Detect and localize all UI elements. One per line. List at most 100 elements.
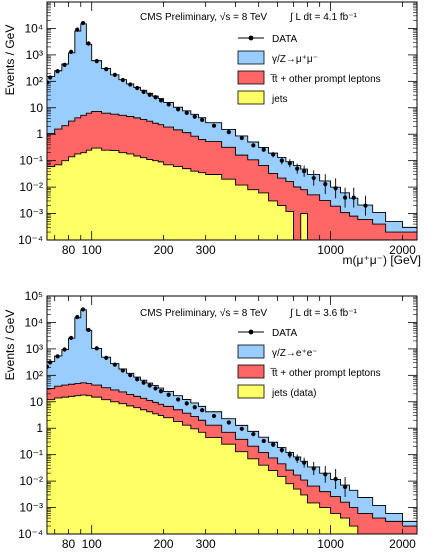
panel-dimuon-y-tick-label: 1 <box>36 127 43 141</box>
panel-dimuon-data-point <box>279 158 284 163</box>
panel-dimuon-x-tick-label: 100 <box>82 243 102 257</box>
panel-dimuon-data-point <box>147 92 152 97</box>
panel-dimuon-data-point <box>311 175 316 181</box>
panel-dielectron-data-point <box>86 327 91 333</box>
panel-dimuon-data-point <box>239 135 244 141</box>
panel-dielectron-data-point <box>323 472 328 477</box>
panel-dielectron-histogram-jets-data <box>47 394 417 534</box>
panel-dielectron-histograms <box>47 307 417 534</box>
panel-dimuon-y-tick-label: 10² <box>26 74 43 88</box>
panel-dimuon-y-tick-label: 10⁻³ <box>19 207 43 221</box>
panel-dimuon-data-point <box>120 77 125 83</box>
panel-dielectron-data-point <box>147 383 152 388</box>
panel-dimuon-histogram-jets <box>47 147 417 240</box>
panel-dielectron-data-point <box>47 364 50 369</box>
panel-dielectron-y-tick-label: 10⁻¹ <box>19 448 43 462</box>
panel-dimuon-data-point <box>55 69 60 74</box>
panel-dielectron-data-point <box>104 355 109 360</box>
panel-dielectron-data-point <box>211 413 217 419</box>
panel-dielectron: 80 100 200 300 1000 2000 10⁵ 10⁴ 10³ 10² 10 1 10⁻¹ 10… <box>3 289 418 551</box>
legend-label: DATA <box>272 328 298 339</box>
panel-dimuon-data-point <box>226 130 231 135</box>
panel-dielectron-data-point <box>94 346 99 351</box>
panel-dimuon-legend: DATA γ/Z→μ⁺μ⁻ t̅t + other prompt leptons je… <box>237 34 381 105</box>
panel-dielectron-lumi: ∫ L dt = 3.6 fb⁻¹ <box>289 308 358 319</box>
legend-label: t̅t + other prompt leptons <box>270 367 380 379</box>
panel-dielectron-y-tick-label: 1 <box>36 421 43 435</box>
panel-dimuon-data-point <box>363 203 368 208</box>
panel-dielectron-data-point <box>239 426 244 431</box>
panel-dimuon-data-point <box>128 82 133 87</box>
panel-dielectron-data-point <box>279 447 284 453</box>
panel-dimuon-y-tick-label: 10⁻² <box>19 180 43 194</box>
panel-dimuon-y-tick-label: 10⁻¹ <box>19 154 43 168</box>
panel-dimuon-data-point <box>135 85 140 91</box>
panel-dimuon-data-point <box>48 75 53 80</box>
panel-dielectron-plot-area <box>47 307 417 534</box>
panel-dimuon-x-tick-label: 80 <box>62 243 76 257</box>
panel-dimuon-x-tick-label: 1000 <box>317 243 344 257</box>
legend-data-marker <box>248 35 254 41</box>
panel-dielectron-data-point <box>287 452 292 457</box>
panel-dielectron-data-point <box>120 368 125 373</box>
legend-label: DATA <box>272 34 298 45</box>
panel-dimuon-y-tick-label: 10 <box>30 101 44 115</box>
panel-dimuon-data-point <box>342 195 348 200</box>
legend-data-marker <box>248 329 254 335</box>
legend-label: t̅t + other prompt leptons <box>270 73 380 85</box>
panel-dimuon-histograms <box>47 20 417 240</box>
panel-dimuon-data-point <box>94 59 99 64</box>
panel-dimuon-data-point <box>271 152 276 157</box>
panel-dielectron-data-point <box>128 373 133 378</box>
panel-dimuon-data-point <box>211 123 217 128</box>
panel-dielectron-data-point <box>55 354 60 359</box>
panel-dielectron-x-tick-label: 300 <box>196 537 216 549</box>
panel-dielectron-data-point <box>48 360 53 365</box>
panel-dimuon: 80 100 200 300 1000 2000 10⁴ 10³ 10² 10 1 10⁻¹ 10⁻² 1… <box>3 1 422 267</box>
panel-dielectron-data-point <box>271 442 276 447</box>
panel-dielectron-data-point <box>251 431 256 437</box>
legend-swatch <box>237 384 265 399</box>
panel-dielectron-data-point <box>158 389 164 394</box>
panel-dimuon-data-point <box>153 95 158 100</box>
panel-dielectron-data-point <box>184 401 189 406</box>
panel-dimuon-data-point <box>302 169 307 174</box>
panel-dimuon-data-point <box>112 72 117 78</box>
panel-dimuon-x-tick-label: 200 <box>154 243 174 257</box>
panel-dielectron-y-tick-label: 10² <box>26 368 43 382</box>
panel-dielectron-axes: 80 100 200 300 1000 2000 10⁵ 10⁴ 10³ 10² 10 1 10⁻¹ 10… <box>18 289 417 551</box>
panel-dielectron-x-tick-label: 100 <box>82 537 102 549</box>
panel-dielectron-data-point <box>166 392 171 397</box>
panel-dimuon-data-point <box>295 166 300 171</box>
panel-dielectron-data-point <box>342 484 348 490</box>
legend-label: jets <box>271 94 288 105</box>
panel-dimuon-data-point <box>176 107 181 112</box>
panel-dielectron-y-tick-label: 10⁴ <box>24 315 43 329</box>
panel-dielectron-y-axis-label: Events / GeV <box>3 310 17 381</box>
panel-dielectron-data-point <box>80 307 86 312</box>
panel-dielectron-x-tick-label: 1000 <box>317 537 344 549</box>
panel-dielectron-data-point <box>176 397 181 402</box>
panel-dimuon-data-point <box>261 147 266 152</box>
panel-dielectron-x-tick-label: 200 <box>154 537 174 549</box>
panel-dielectron-data-point <box>261 438 266 444</box>
panel-dielectron-y-tick-label: 10³ <box>26 342 43 356</box>
legend-swatch <box>237 50 265 65</box>
legend-swatch <box>237 90 265 105</box>
panel-dimuon-data-point <box>251 143 256 148</box>
panel-dimuon-y-tick-label: 10⁻⁴ <box>18 233 43 247</box>
panel-dielectron-data-point <box>112 362 117 367</box>
panel-dielectron-data-point <box>62 347 67 352</box>
panel-dielectron-data-point <box>75 314 80 320</box>
panel-dimuon-x-axis-label: m(μ⁺μ⁻) [GeV] <box>343 253 422 267</box>
panel-dimuon-data-point <box>200 117 205 122</box>
panel-dimuon-data-point <box>69 49 74 54</box>
panel-dimuon-data-point <box>184 110 189 116</box>
panel-dimuon-data-point <box>192 114 197 119</box>
panel-dimuon-y-axis-label: Events / GeV <box>3 25 17 96</box>
panel-dimuon-data-point <box>75 27 80 32</box>
panel-dimuon-lumi: ∫ L dt = 4.1 fb⁻¹ <box>289 12 358 23</box>
legend-swatch <box>237 344 265 359</box>
